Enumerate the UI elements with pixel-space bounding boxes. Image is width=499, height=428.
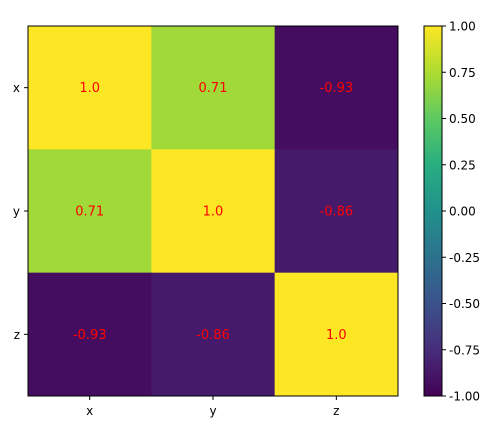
colorbar-tick-label: 1.00 [449,20,476,34]
x-tick-label: z [333,404,339,418]
cell-value-label: 0.71 [75,205,104,220]
cell-value-label: 1.0 [326,328,347,343]
colorbar-tick-label: 0.50 [449,112,476,126]
colorbar-ticks: -1.00 -0.75 -0.50 -0.25 0.00 0.25 0.50 0.75 1.00 [442,20,480,404]
y-tick-label: x [13,81,20,95]
colorbar: -1.00 -0.75 -0.50 -0.25 0.00 0.25 0.50 0.75 1.00 [423,20,480,404]
colorbar-tick-label: -0.75 [449,343,480,357]
colorbar-tick-label: 0.00 [449,205,476,219]
x-tick-label: y [209,404,216,418]
heatmap-cell-x-x [28,26,152,150]
cell-value-label: 1.0 [79,81,100,96]
x-axis: x y z [86,396,339,418]
heatmap-cell-z-y [151,272,276,397]
y-tick-label: y [13,205,20,219]
heatmap-cell-z-z [274,272,399,397]
heatmap-cell-z-x [28,272,152,397]
y-axis: x y z [13,81,28,342]
cell-value-label: 1.0 [203,205,224,220]
cell-value-label: -0.93 [320,81,354,96]
cell-value-label: -0.86 [196,328,230,343]
heatmap-cells [28,26,399,397]
colorbar-tick-label: -1.00 [449,390,480,404]
colorbar-tick-label: 0.75 [449,66,476,80]
cell-value-label: -0.86 [320,205,354,220]
colorbar-tick-label: -0.50 [449,297,480,311]
colorbar-tick-label: 0.25 [449,158,476,172]
cell-value-label: -0.93 [73,328,107,343]
heatmap-cell-labels: 1.0 0.71 -0.93 0.71 1.0 -0.86 -0.93 -0.86 1.0 [73,81,353,343]
cell-value-label: 0.71 [199,81,228,96]
heatmap-cell-y-y [151,149,276,274]
heatmap-cell-y-x [28,149,152,274]
colorbar-tick-label: -0.25 [449,251,480,265]
heatmap-cell-y-z [274,149,399,274]
heatmap-cell-x-z [274,26,399,150]
colorbar-gradient [424,26,442,396]
heatmap-cell-x-y [151,26,276,150]
y-tick-label: z [14,328,20,342]
x-tick-label: x [86,404,93,418]
